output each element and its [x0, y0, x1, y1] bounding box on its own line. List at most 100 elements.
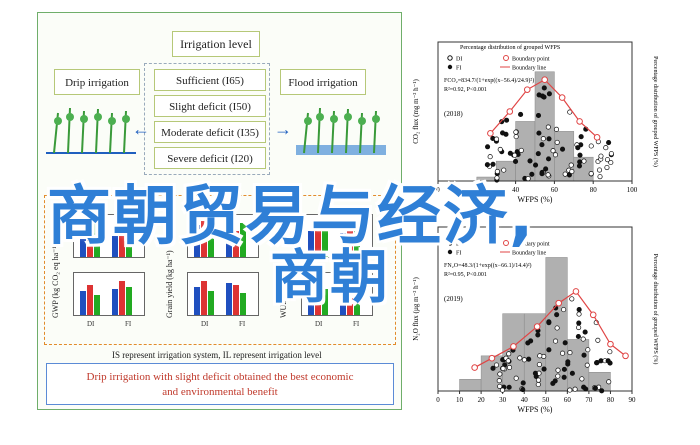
scatter-point — [554, 325, 560, 331]
overlay-title-line-1: 商朝贸易与经济, — [47, 180, 536, 254]
scatter-point — [529, 171, 535, 177]
legend-label-boundary-line: Boundary line — [512, 66, 546, 72]
scatter-point — [607, 360, 613, 366]
x-tick-label: 60 — [551, 186, 559, 194]
scatter-point — [567, 387, 573, 393]
scatter-point — [521, 357, 527, 363]
boundary-point — [555, 299, 563, 307]
mini-panel — [187, 214, 259, 258]
scatter-point — [525, 176, 531, 182]
mini-panel — [187, 272, 259, 316]
scatter-point — [555, 367, 561, 373]
scatter-point — [512, 158, 519, 165]
flood-irrigation-title: Flood irrigation — [280, 69, 366, 95]
scatter-point — [575, 333, 581, 340]
scatter-point — [535, 151, 541, 157]
boundary-point — [506, 108, 514, 115]
boundary-point — [523, 86, 531, 93]
legend-marker-boundary-point — [503, 240, 509, 246]
scatter-point — [536, 130, 542, 136]
x-axis-label: WFPS (%) — [518, 195, 553, 204]
scatter-point — [543, 166, 549, 172]
scatter-point — [541, 85, 547, 91]
scatter-point — [599, 388, 605, 394]
scatter-point — [552, 152, 559, 158]
boundary-point — [533, 323, 541, 330]
scatter-point — [581, 158, 587, 164]
scatter-point — [559, 350, 566, 356]
scatter-point — [569, 168, 575, 175]
scatter-point — [577, 152, 583, 158]
arrow-right-icon: → — [274, 119, 292, 139]
boundary-point — [589, 311, 597, 319]
boundary-point — [576, 118, 583, 125]
scatter-point — [569, 370, 575, 376]
scatter-point — [496, 378, 502, 384]
n2o-flux-chart: 0 10 20 30 40 50 60 70 80 90 WFPS (%) N₂O flux (µg … — [410, 215, 660, 415]
scatter-point — [550, 380, 556, 386]
legend-label-di: DI — [456, 242, 462, 248]
results-mini-charts: GWP (kg CO₂ eq ha⁻¹) DI FI Grain yield (… — [44, 195, 396, 345]
drip-crop-icon — [46, 107, 136, 154]
scatter-point — [533, 373, 539, 379]
scatter-point — [552, 338, 559, 344]
scatter-point — [565, 359, 571, 365]
scatter-point — [506, 351, 512, 357]
scatter-point — [500, 365, 506, 372]
y-axis-label: CO₂ flux (mg m⁻² h⁻¹) — [412, 79, 420, 144]
x-tick-label: 0 — [436, 186, 440, 194]
scatter-point — [513, 134, 519, 140]
scatter-point — [499, 387, 506, 393]
scatter-point — [592, 385, 598, 391]
flood-crop-icon — [296, 107, 386, 155]
conclusion-line-2: and environmental benefit — [162, 386, 278, 398]
scatter-point — [598, 153, 604, 159]
y-right-axis-label: Percentage distribution of grouped WFPS … — [652, 254, 659, 365]
level-item-slight: Slight deficit (I50) — [154, 95, 266, 117]
legend-label-boundary-point: Boundary point — [512, 57, 550, 63]
scatter-point — [517, 355, 523, 361]
boundary-point — [622, 352, 629, 360]
year-label: (2019) — [444, 295, 463, 303]
scatter-point — [513, 375, 519, 381]
scatter-point — [535, 381, 541, 388]
scatter-point — [588, 171, 594, 177]
boundary-point — [487, 130, 494, 137]
irrigation-legend-note: IS represent irrigation system, IL repre… — [112, 350, 322, 360]
scatter-point — [518, 111, 524, 118]
scatter-point — [528, 338, 534, 344]
scatter-point — [536, 361, 542, 368]
scatter-point — [567, 350, 573, 356]
scatter-point — [575, 145, 581, 151]
scatter-point — [497, 146, 503, 152]
scatter-point — [607, 349, 613, 355]
legend-marker-di — [447, 55, 453, 61]
scatter-point — [562, 171, 568, 177]
mini-footer: DI — [87, 320, 95, 328]
legend-marker-fi — [447, 249, 453, 255]
scatter-point — [554, 312, 560, 318]
histogram-bar — [459, 379, 482, 392]
y-axis-label: N₂O flux (µg m⁻² h⁻¹) — [412, 277, 420, 341]
scatter-point — [539, 142, 545, 148]
chart-title: Percentage distribution of grouped WFPS — [460, 44, 560, 51]
scatter-point — [608, 159, 614, 166]
boundary-point — [541, 76, 548, 84]
scatter-point — [550, 148, 556, 154]
mini-chart-wue: WUE (kg m⁻³) DI FI — [279, 208, 387, 338]
x-tick-label: 20 — [478, 396, 486, 404]
mini-ylabel: Grain yield (kg ha⁻¹) — [165, 250, 174, 318]
scatter-point — [594, 360, 600, 366]
fit-equation: FCO₂=834.7/(1+exp((x−56.4)/24.9)²) — [444, 77, 534, 84]
scatter-point — [487, 154, 493, 160]
scatter-point — [606, 139, 612, 146]
scatter-point — [554, 139, 560, 145]
mini-footer: FI — [125, 320, 132, 328]
scatter-point — [576, 307, 582, 313]
scatter-point — [597, 174, 603, 180]
x-tick-label: 30 — [499, 396, 507, 404]
scatter-point — [596, 167, 603, 173]
mini-panel — [73, 214, 145, 258]
scatter-point — [579, 376, 585, 382]
scatter-point — [513, 129, 519, 135]
